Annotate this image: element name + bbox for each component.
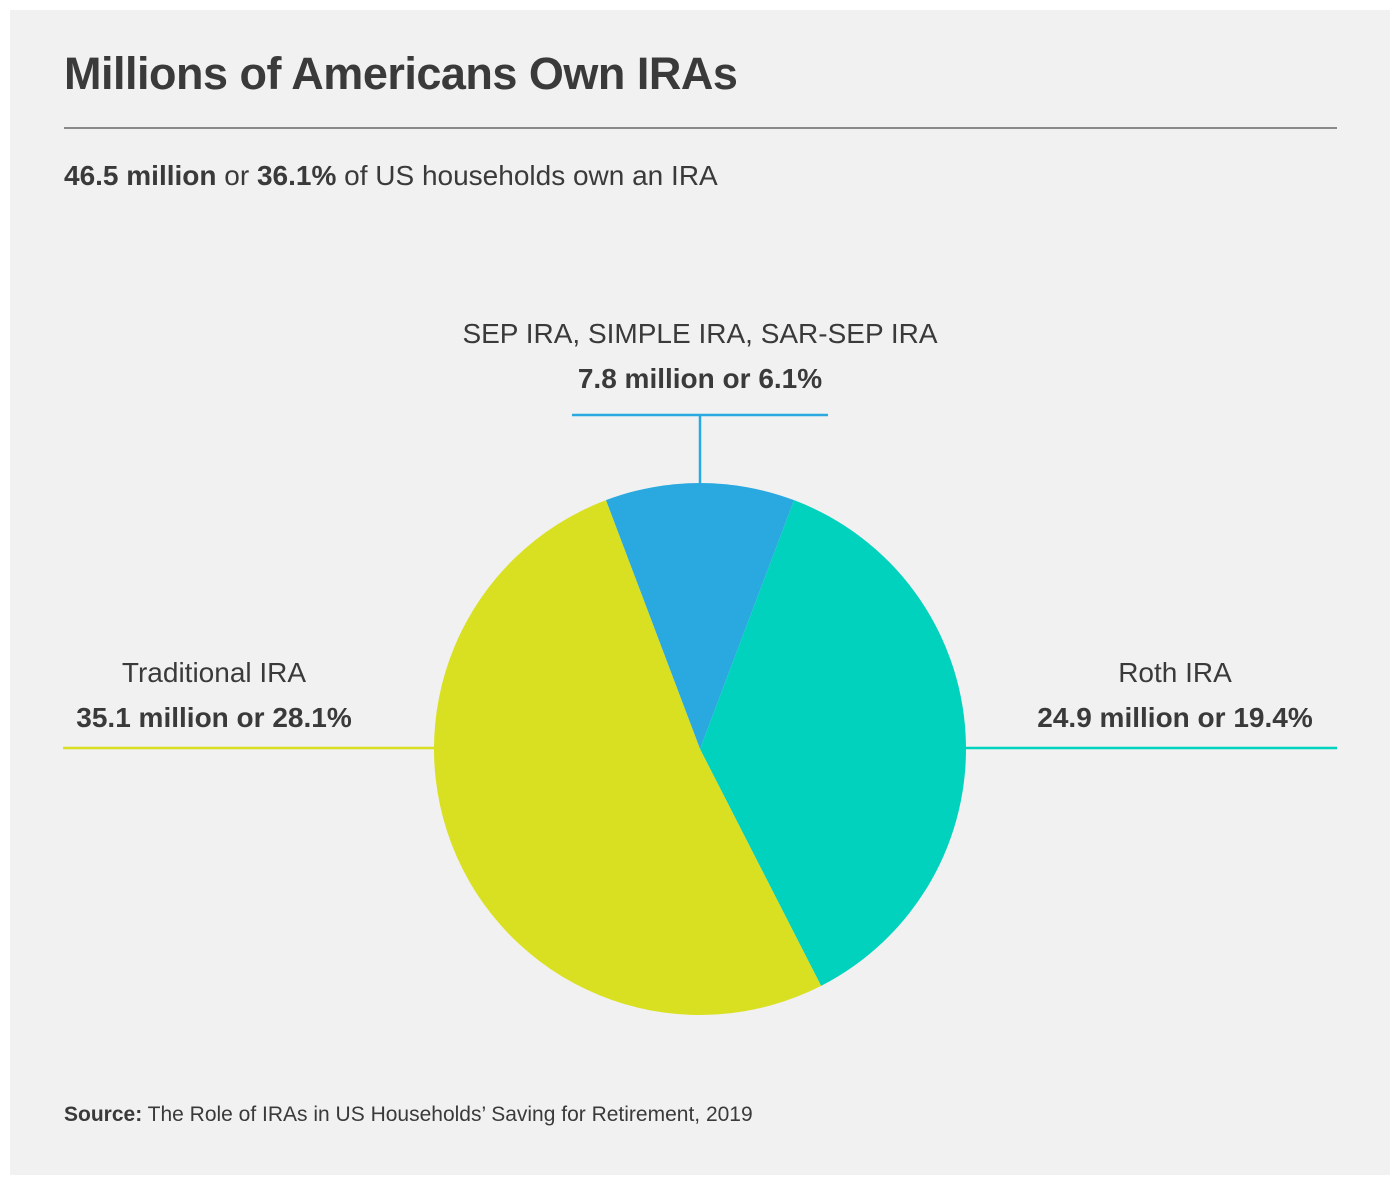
slice-label-traditional-value: 35.1 million or 28.1% — [76, 702, 352, 733]
slice-label-sep-name: SEP IRA, SIMPLE IRA, SAR-SEP IRA — [462, 318, 938, 349]
source-label: Source: — [64, 1103, 143, 1126]
pie-slice-sep — [605, 483, 795, 749]
subtitle-households-count: 46.5 million — [64, 160, 217, 191]
pie-slice-traditional — [434, 500, 822, 1016]
title-divider — [64, 127, 1337, 129]
subtitle-connector: or — [216, 160, 257, 191]
slice-label-sep-value: 7.8 million or 6.1% — [577, 363, 823, 394]
source-note: Source: The Role of IRAs in US Household… — [64, 1103, 753, 1127]
slice-label-traditional-name: Traditional IRA — [121, 657, 307, 688]
source-text: The Role of IRAs in US Households’ Savin… — [142, 1103, 753, 1126]
slice-label-roth-name: Roth IRA — [1118, 657, 1232, 688]
chart-title: Millions of Americans Own IRAs — [64, 48, 738, 99]
pie-slice-roth — [700, 500, 967, 986]
subtitle-households-percent: 36.1% — [256, 160, 337, 191]
slice-label-roth-value: 24.9 million or 19.4% — [1037, 702, 1313, 733]
chart-subtitle: 46.5 million or 36.1% of US households o… — [64, 160, 718, 192]
subtitle-rest: of US households own an IRA — [336, 160, 718, 191]
